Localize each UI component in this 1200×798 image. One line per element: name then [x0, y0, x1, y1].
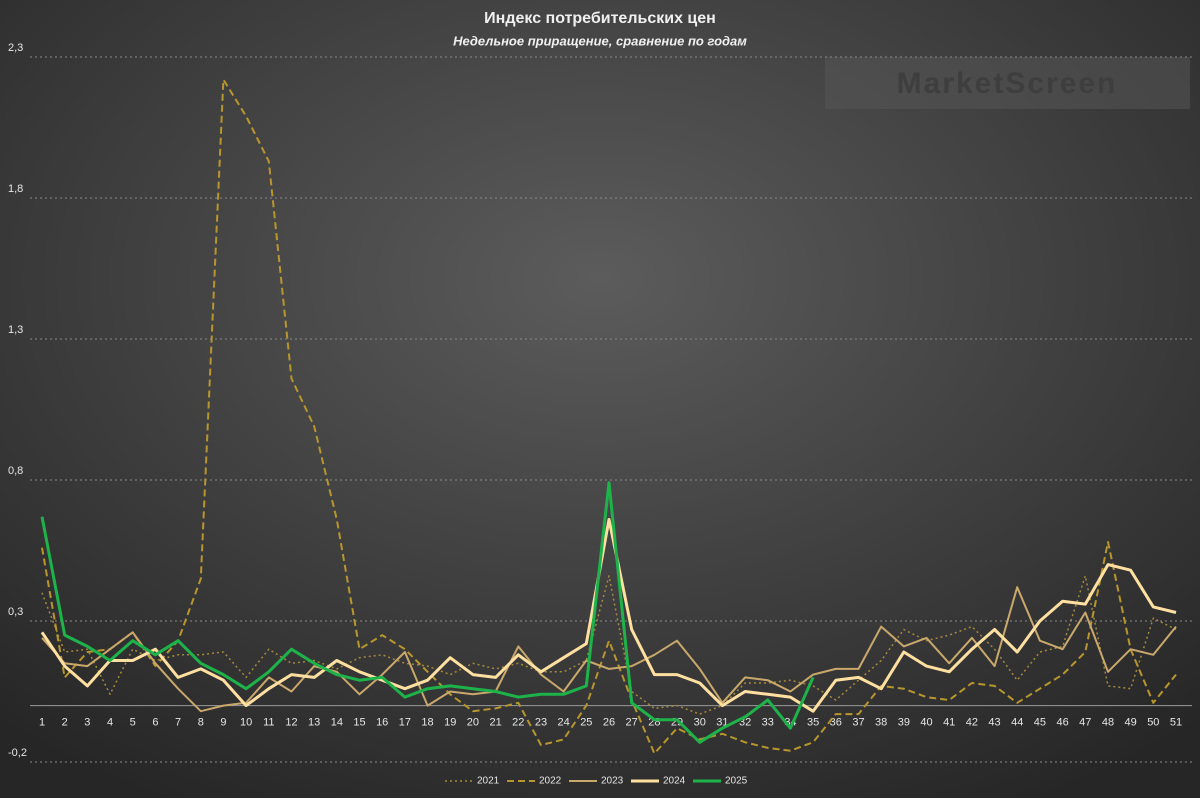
- legend-label: 2021: [477, 776, 500, 787]
- y-tick-label: 0,8: [8, 465, 23, 477]
- x-tick-label: 46: [1056, 717, 1068, 729]
- x-tick-label: 39: [898, 717, 910, 729]
- x-tick-label: 50: [1147, 717, 1159, 729]
- x-tick-label: 1: [39, 717, 45, 729]
- legend-label: 2025: [725, 776, 748, 787]
- series-line: [40, 481, 815, 744]
- watermark: MarketScreen: [897, 67, 1118, 100]
- x-tick-label: 24: [558, 717, 570, 729]
- x-tick-label: 14: [331, 717, 343, 729]
- x-tick-label: 45: [1034, 717, 1046, 729]
- x-tick-label: 6: [152, 717, 158, 729]
- x-tick-label: 15: [353, 717, 365, 729]
- x-tick-label: 4: [107, 717, 113, 729]
- x-tick-label: 27: [626, 717, 638, 729]
- x-tick-label: 36: [830, 717, 842, 729]
- legend-label: 2022: [539, 776, 562, 787]
- x-tick-label: 20: [467, 717, 479, 729]
- x-tick-label: 40: [920, 717, 932, 729]
- x-tick-label: 17: [399, 717, 411, 729]
- series-line: [41, 575, 1177, 715]
- x-tick-label: 49: [1125, 717, 1137, 729]
- x-tick-label: 25: [580, 717, 592, 729]
- x-tick-label: 26: [603, 717, 615, 729]
- chart-title: Индекс потребительских цен: [484, 10, 716, 27]
- x-tick-label: 9: [220, 717, 226, 729]
- x-tick-label: 30: [694, 717, 706, 729]
- x-tick-label: 48: [1102, 717, 1114, 729]
- x-tick-label: 37: [852, 717, 864, 729]
- x-tick-label: 8: [198, 717, 204, 729]
- x-tick-label: 5: [130, 717, 136, 729]
- x-tick-label: 35: [807, 717, 819, 729]
- x-tick-label: 47: [1079, 717, 1091, 729]
- x-tick-label: 23: [535, 717, 547, 729]
- x-tick-label: 51: [1170, 717, 1182, 729]
- y-tick-label: 0,3: [8, 606, 23, 618]
- x-tick-label: 10: [240, 717, 252, 729]
- x-tick-label: 11: [263, 717, 274, 729]
- x-tick-label: 43: [988, 717, 1000, 729]
- x-tick-label: 41: [943, 717, 955, 729]
- y-tick-label: 1,3: [8, 324, 23, 336]
- x-tick-label: 2: [62, 717, 68, 729]
- x-tick-label: 42: [966, 717, 978, 729]
- x-tick-label: 3: [84, 717, 90, 729]
- x-tick-label: 18: [421, 717, 433, 729]
- x-tick-label: 19: [444, 717, 456, 729]
- series-line: [41, 586, 1177, 713]
- x-tick-label: 16: [376, 717, 388, 729]
- x-tick-label: 13: [308, 717, 320, 729]
- y-tick-label: 1,8: [8, 183, 23, 195]
- x-tick-label: 21: [489, 717, 501, 729]
- x-tick-label: 7: [175, 717, 181, 729]
- y-tick-label: 2,3: [8, 42, 23, 54]
- chart-subtitle: Недельное приращение, сравнение по годам: [453, 33, 747, 48]
- watermark-box: [825, 57, 1190, 109]
- series-line: [41, 78, 1177, 755]
- y-tick-label: -0,2: [8, 747, 27, 759]
- x-tick-label: 38: [875, 717, 887, 729]
- x-tick-label: 33: [762, 717, 774, 729]
- series-line: [40, 518, 1177, 713]
- x-tick-label: 22: [512, 717, 524, 729]
- x-tick-label: 44: [1011, 717, 1023, 729]
- legend-label: 2024: [663, 776, 686, 787]
- x-tick-label: 12: [285, 717, 297, 729]
- legend-label: 2023: [601, 776, 624, 787]
